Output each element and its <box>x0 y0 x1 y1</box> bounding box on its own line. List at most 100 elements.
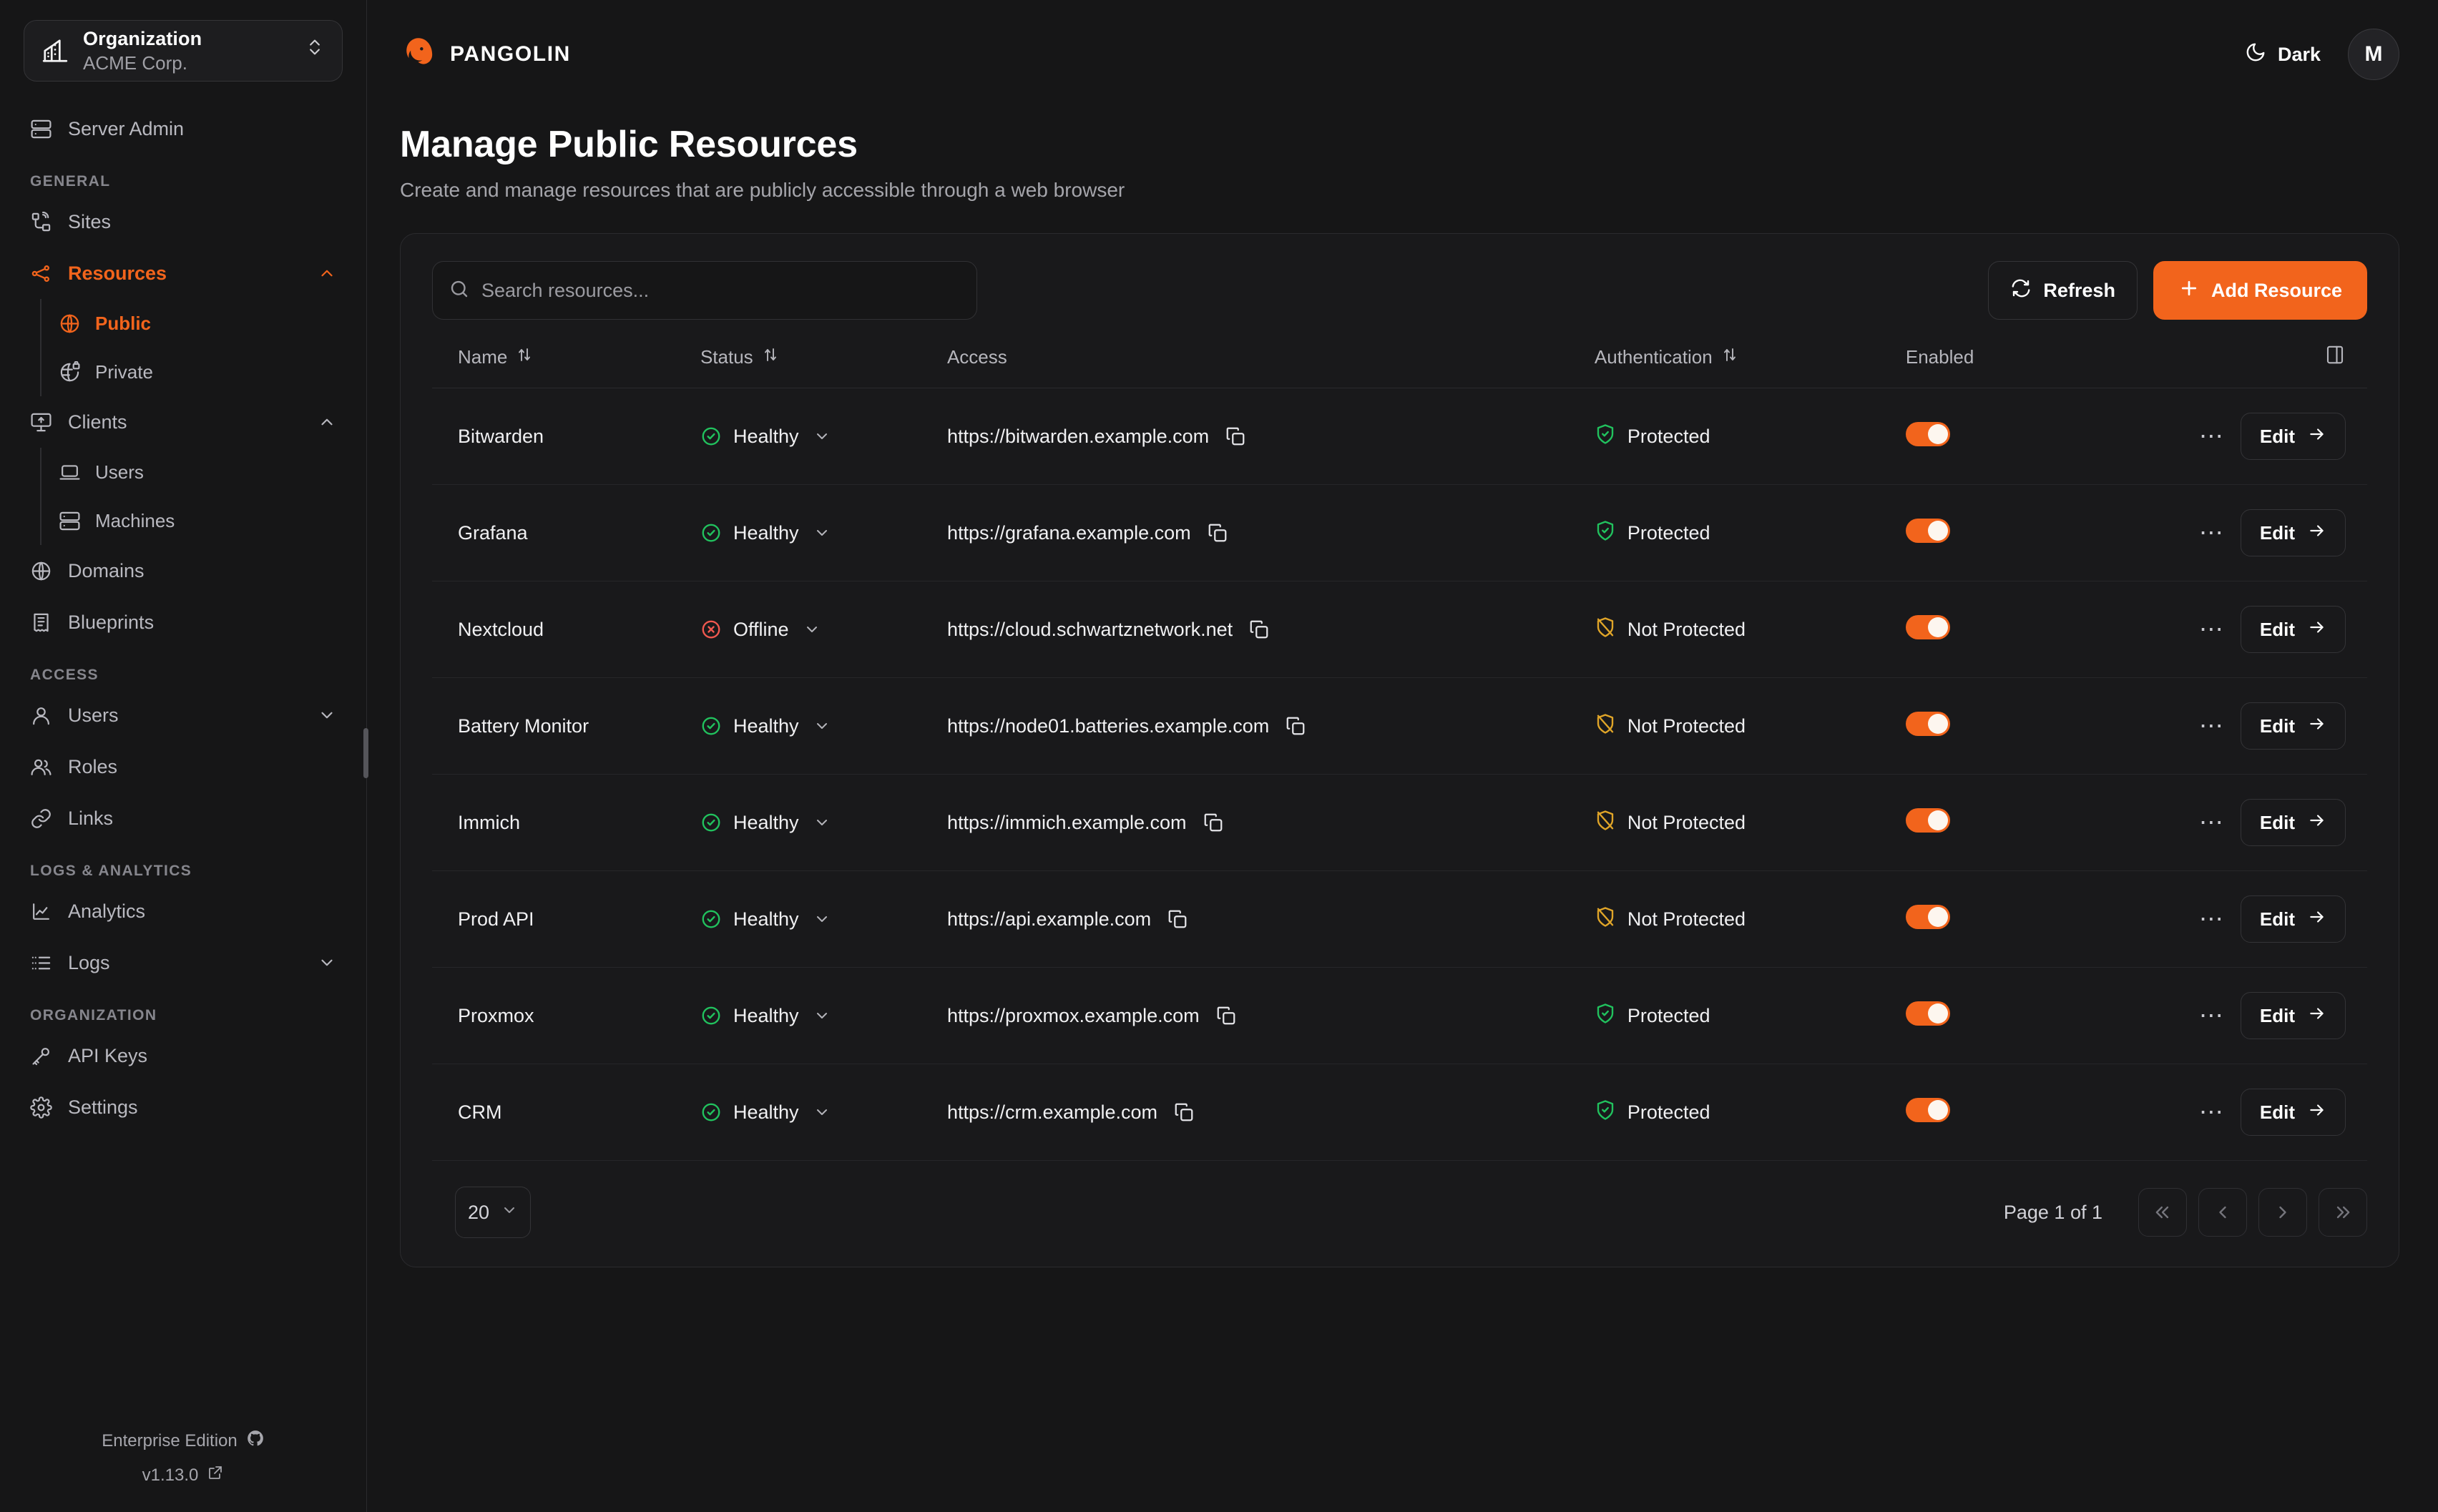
enabled-toggle[interactable] <box>1905 518 1950 543</box>
enabled-toggle[interactable] <box>1905 904 1950 929</box>
enabled-toggle[interactable] <box>1905 711 1950 736</box>
enabled-toggle[interactable] <box>1905 421 1950 446</box>
resource-url[interactable]: https://proxmox.example.com <box>946 1004 1200 1026</box>
sidebar-item-server-admin[interactable]: Server Admin <box>20 103 346 154</box>
more-options-icon[interactable]: ⋯ <box>2198 1002 2225 1029</box>
sidebar-item-analytics[interactable]: Analytics <box>20 885 346 937</box>
column-header-access[interactable]: Access <box>946 344 1595 388</box>
edit-button[interactable]: Edit <box>2240 992 2346 1039</box>
table-row[interactable]: Bitwarden Healthy https://bitwarden.exampl… <box>432 388 2367 485</box>
status-badge[interactable]: Healthy <box>700 812 947 834</box>
copy-icon[interactable] <box>1225 426 1246 447</box>
status-badge[interactable]: Healthy <box>700 426 947 448</box>
table-row[interactable]: Grafana Healthy https://grafana.example.co… <box>432 484 2367 581</box>
theme-toggle-button[interactable]: Dark <box>2245 41 2321 68</box>
status-badge[interactable]: Offline <box>700 619 947 641</box>
sidebar-item-public[interactable]: Public <box>49 299 346 348</box>
version-row[interactable]: v1.13.0 <box>0 1464 366 1486</box>
copy-icon[interactable] <box>1203 812 1224 833</box>
enabled-toggle[interactable] <box>1905 614 1950 639</box>
table-row[interactable]: Nextcloud Offline https://cloud.schwartzne… <box>432 581 2367 678</box>
next-page-button[interactable] <box>2258 1188 2307 1237</box>
resource-url[interactable]: https://bitwarden.example.com <box>946 425 1210 447</box>
add-resource-button[interactable]: Add Resource <box>2153 261 2367 320</box>
enabled-toggle[interactable] <box>1905 1001 1950 1026</box>
org-switcher[interactable]: Organization ACME Corp. <box>24 20 343 82</box>
cell-enabled <box>1905 484 2192 581</box>
edit-button[interactable]: Edit <box>2240 413 2346 460</box>
refresh-button[interactable]: Refresh <box>1988 261 2138 320</box>
table-row[interactable]: Proxmox Healthy https://proxmox.example.co… <box>432 967 2367 1064</box>
sidebar-item-roles[interactable]: Roles <box>20 741 346 792</box>
search-box[interactable] <box>432 261 977 320</box>
more-options-icon[interactable]: ⋯ <box>2198 1099 2225 1126</box>
edit-button[interactable]: Edit <box>2240 799 2346 846</box>
edit-button[interactable]: Edit <box>2240 702 2346 750</box>
copy-icon[interactable] <box>1173 1101 1195 1123</box>
status-badge[interactable]: Healthy <box>700 522 947 544</box>
page-title: Manage Public Resources <box>400 124 858 165</box>
more-options-icon[interactable]: ⋯ <box>2198 809 2225 836</box>
search-input[interactable] <box>481 279 961 302</box>
sidebar-item-resources[interactable]: Resources <box>20 247 346 299</box>
status-badge[interactable]: Healthy <box>700 1005 947 1027</box>
sidebar-scrollbar[interactable] <box>363 728 368 778</box>
column-header-enabled[interactable]: Enabled <box>1905 344 2192 388</box>
sidebar-item-client-users[interactable]: Users <box>49 448 346 496</box>
resource-url[interactable]: https://cloud.schwartznetwork.net <box>946 618 1233 640</box>
column-header-authentication[interactable]: Authentication <box>1594 344 1906 388</box>
copy-icon[interactable] <box>1285 715 1306 737</box>
sidebar-item-settings[interactable]: Settings <box>20 1081 346 1133</box>
previous-page-button[interactable] <box>2198 1188 2247 1237</box>
column-visibility-button[interactable] <box>2324 344 2346 365</box>
enabled-toggle[interactable] <box>1905 807 1950 833</box>
table-row[interactable]: Immich Healthy https://immich.example.com N… <box>432 774 2367 871</box>
sidebar-item-domains[interactable]: Domains <box>20 545 346 597</box>
status-badge[interactable]: Healthy <box>700 908 947 931</box>
sidebar-item-users[interactable]: Users <box>20 689 346 741</box>
sidebar-item-machines[interactable]: Machines <box>49 496 346 545</box>
copy-icon[interactable] <box>1248 619 1270 640</box>
more-options-icon[interactable]: ⋯ <box>2198 616 2225 643</box>
external-link-icon[interactable] <box>207 1464 224 1486</box>
more-options-icon[interactable]: ⋯ <box>2198 519 2225 546</box>
sidebar-item-logs[interactable]: Logs <box>20 937 346 988</box>
github-icon[interactable] <box>246 1429 265 1453</box>
table-row[interactable]: CRM Healthy https://crm.example.com Protect… <box>432 1064 2367 1161</box>
copy-icon[interactable] <box>1207 522 1228 544</box>
copy-icon[interactable] <box>1215 1005 1237 1026</box>
sidebar-item-links[interactable]: Links <box>20 792 346 844</box>
sidebar-item-blueprints[interactable]: Blueprints <box>20 597 346 648</box>
last-page-button[interactable] <box>2319 1188 2367 1237</box>
column-header-name[interactable]: Name <box>432 344 700 388</box>
column-header-status[interactable]: Status <box>700 344 947 388</box>
more-options-icon[interactable]: ⋯ <box>2198 905 2225 933</box>
more-options-icon[interactable]: ⋯ <box>2198 712 2225 740</box>
resource-url[interactable]: https://node01.batteries.example.com <box>946 715 1270 737</box>
sidebar-item-clients[interactable]: Clients <box>20 396 346 448</box>
edit-button[interactable]: Edit <box>2240 606 2346 653</box>
edit-button[interactable]: Edit <box>2240 895 2346 943</box>
resource-url[interactable]: https://crm.example.com <box>946 1101 1158 1123</box>
topbar: PANGOLIN Dark M <box>367 0 2438 109</box>
more-options-icon[interactable]: ⋯ <box>2198 423 2225 450</box>
status-badge[interactable]: Healthy <box>700 1101 947 1124</box>
page-size-select[interactable]: 20 <box>455 1187 531 1238</box>
resource-url[interactable]: https://grafana.example.com <box>946 521 1191 544</box>
sidebar-item-sites[interactable]: Sites <box>20 196 346 247</box>
avatar[interactable]: M <box>2348 29 2399 80</box>
sidebar-item-private[interactable]: Private <box>49 348 346 396</box>
copy-icon[interactable] <box>1167 908 1188 930</box>
table-row[interactable]: Prod API Healthy https://api.example.com No… <box>432 870 2367 968</box>
table-row[interactable]: Battery Monitor Healthy https://node01.bat… <box>432 677 2367 775</box>
brand[interactable]: PANGOLIN <box>400 36 571 73</box>
resource-url[interactable]: https://immich.example.com <box>946 811 1187 833</box>
first-page-button[interactable] <box>2138 1188 2187 1237</box>
edit-button[interactable]: Edit <box>2240 509 2346 556</box>
sidebar-item-api-keys[interactable]: API Keys <box>20 1030 346 1081</box>
edition-row[interactable]: Enterprise Edition <box>0 1429 366 1453</box>
enabled-toggle[interactable] <box>1905 1097 1950 1122</box>
edit-button[interactable]: Edit <box>2240 1089 2346 1136</box>
resource-url[interactable]: https://api.example.com <box>946 908 1152 930</box>
status-badge[interactable]: Healthy <box>700 715 947 737</box>
